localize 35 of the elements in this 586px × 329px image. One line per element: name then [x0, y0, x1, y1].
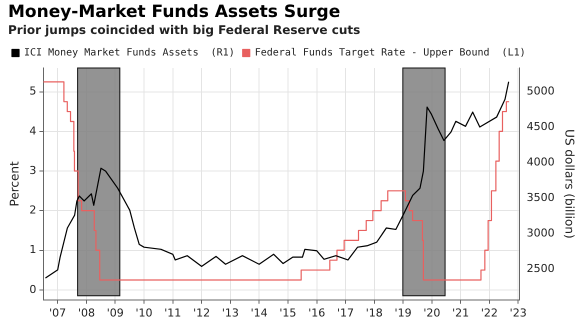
y-tick-label: 5	[29, 84, 36, 98]
x-tick-label: '17	[336, 306, 354, 320]
x-tick-label: '11	[164, 306, 182, 320]
x-tick-label: '08	[78, 306, 96, 320]
y2-tick-label: 4000	[526, 155, 555, 168]
y2-axis-title: US dollars (billion)	[562, 129, 577, 239]
legend-label: ICI Money Market Funds Assets (R1)	[24, 48, 235, 59]
x-tick-label: '19	[394, 306, 412, 320]
x-tick-label: '09	[106, 306, 124, 320]
x-tick-label: '16	[308, 306, 326, 320]
y-tick-label: 0	[29, 282, 36, 296]
x-tick-label: '20	[423, 306, 440, 320]
y2-tick-label: 3500	[526, 190, 555, 204]
y2-tick-label: 5000	[526, 84, 555, 98]
chart-subtitle: Prior jumps coincided with big Federal Reserve cuts	[8, 23, 360, 37]
y2-tick-label: 4500	[526, 120, 555, 133]
y-tick-label: 2	[29, 204, 36, 217]
x-tick-label: '23	[510, 306, 527, 320]
y-axis-title: Percent	[7, 161, 22, 206]
x-tick-label: '21	[452, 306, 470, 320]
x-tick-label: '10	[136, 306, 153, 320]
y-tick-label: 3	[29, 164, 36, 177]
y-tick-label: 4	[29, 124, 36, 138]
x-tick-label: '15	[279, 306, 296, 320]
y2-tick-label: 3000	[526, 226, 555, 240]
x-tick-label: '18	[366, 306, 383, 320]
chart-title: Money-Market Funds Assets Surge	[8, 2, 340, 22]
x-tick-label: '07	[49, 306, 66, 320]
y-tick-label: 1	[29, 243, 36, 256]
x-tick-label: '22	[480, 306, 498, 320]
x-tick-label: '13	[222, 306, 239, 320]
y2-tick-label: 2500	[526, 262, 555, 276]
x-tick-label: '14	[250, 306, 268, 320]
legend-label: Federal Funds Target Rate - Upper Bound (L1)	[254, 48, 526, 59]
x-tick-label: '12	[193, 306, 210, 320]
